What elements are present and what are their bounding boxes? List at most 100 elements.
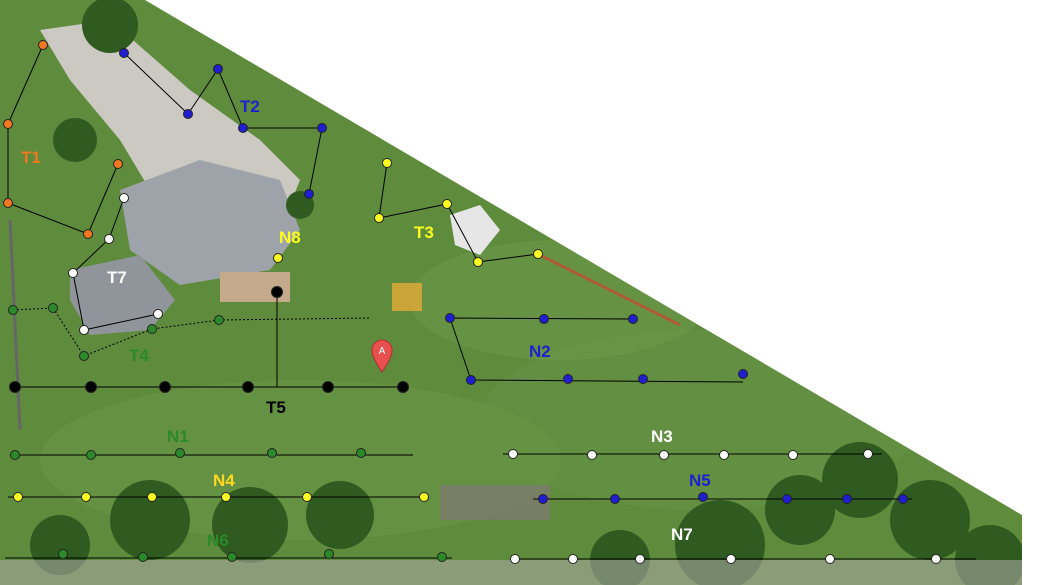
point[interactable] (183, 109, 193, 119)
point[interactable] (568, 554, 578, 564)
point[interactable] (825, 554, 835, 564)
point[interactable] (374, 213, 384, 223)
point[interactable] (68, 268, 78, 278)
point[interactable] (10, 450, 20, 460)
point[interactable] (563, 374, 573, 384)
label-N3: N3 (651, 427, 673, 446)
point[interactable] (147, 324, 157, 334)
point[interactable] (466, 375, 476, 385)
point[interactable] (638, 374, 648, 384)
point[interactable] (628, 314, 638, 324)
point[interactable] (382, 158, 392, 168)
points-T7 (68, 193, 163, 335)
driveway (40, 20, 300, 205)
point[interactable] (48, 303, 58, 313)
point[interactable] (322, 381, 334, 393)
point[interactable] (445, 313, 455, 323)
point[interactable] (931, 554, 941, 564)
point[interactable] (302, 492, 312, 502)
point[interactable] (842, 494, 852, 504)
points-N4 (13, 492, 429, 502)
point[interactable] (213, 64, 223, 74)
transect-labels: T1 T2 T3 T4 T5 T7 N8 N1 N2 N3 N4 N5 N6 N… (21, 97, 711, 550)
trees (30, 0, 1022, 585)
point[interactable] (317, 123, 327, 133)
point[interactable] (227, 552, 237, 562)
point[interactable] (85, 381, 97, 393)
point[interactable] (119, 193, 129, 203)
points-N7 (510, 554, 941, 564)
points-N6 (58, 549, 447, 562)
point[interactable] (104, 234, 114, 244)
point[interactable] (147, 492, 157, 502)
point[interactable] (587, 450, 597, 460)
point[interactable] (38, 40, 48, 50)
point[interactable] (719, 450, 729, 460)
point[interactable] (539, 314, 549, 324)
point[interactable] (324, 549, 334, 559)
label-T1: T1 (21, 148, 41, 167)
location-marker[interactable]: A (371, 339, 393, 373)
point[interactable] (698, 492, 708, 502)
point[interactable] (86, 450, 96, 460)
label-N7: N7 (671, 525, 693, 544)
point[interactable] (3, 198, 13, 208)
label-N5: N5 (689, 471, 711, 490)
point[interactable] (442, 199, 452, 209)
point[interactable] (138, 552, 148, 562)
point[interactable] (898, 494, 908, 504)
point[interactable] (113, 159, 123, 169)
sample-points (3, 40, 941, 564)
point[interactable] (659, 450, 669, 460)
point[interactable] (214, 315, 224, 325)
point[interactable] (397, 381, 409, 393)
point[interactable] (153, 309, 163, 319)
point[interactable] (79, 325, 89, 335)
points-T2 (119, 48, 327, 199)
point[interactable] (304, 189, 314, 199)
point[interactable] (81, 492, 91, 502)
point[interactable] (8, 305, 18, 315)
point[interactable] (159, 381, 171, 393)
points-N5 (538, 492, 908, 504)
point[interactable] (510, 554, 520, 564)
house-wing (70, 255, 175, 335)
label-N1: N1 (167, 427, 189, 446)
points-T5 (9, 286, 409, 393)
point[interactable] (119, 48, 129, 58)
point[interactable] (267, 448, 277, 458)
label-N6: N6 (207, 531, 229, 550)
point[interactable] (356, 448, 366, 458)
point[interactable] (271, 286, 283, 298)
point[interactable] (533, 249, 543, 259)
point[interactable] (9, 381, 21, 393)
point[interactable] (473, 257, 483, 267)
points-T3 (374, 158, 543, 267)
point[interactable] (242, 381, 254, 393)
point[interactable] (3, 119, 13, 129)
points-N3 (508, 449, 873, 460)
point[interactable] (635, 554, 645, 564)
point[interactable] (738, 369, 748, 379)
point[interactable] (419, 492, 429, 502)
point[interactable] (863, 449, 873, 459)
point[interactable] (83, 229, 93, 239)
point[interactable] (273, 253, 283, 263)
point[interactable] (58, 549, 68, 559)
point[interactable] (610, 494, 620, 504)
point[interactable] (175, 448, 185, 458)
point[interactable] (437, 552, 447, 562)
playset (392, 283, 422, 311)
point[interactable] (13, 492, 23, 502)
point[interactable] (538, 494, 548, 504)
point[interactable] (726, 554, 736, 564)
property-fence (539, 253, 681, 327)
point[interactable] (788, 450, 798, 460)
point[interactable] (238, 123, 248, 133)
points-T4 (8, 303, 224, 361)
point[interactable] (782, 494, 792, 504)
point[interactable] (79, 351, 89, 361)
point[interactable] (508, 449, 518, 459)
point[interactable] (221, 492, 231, 502)
